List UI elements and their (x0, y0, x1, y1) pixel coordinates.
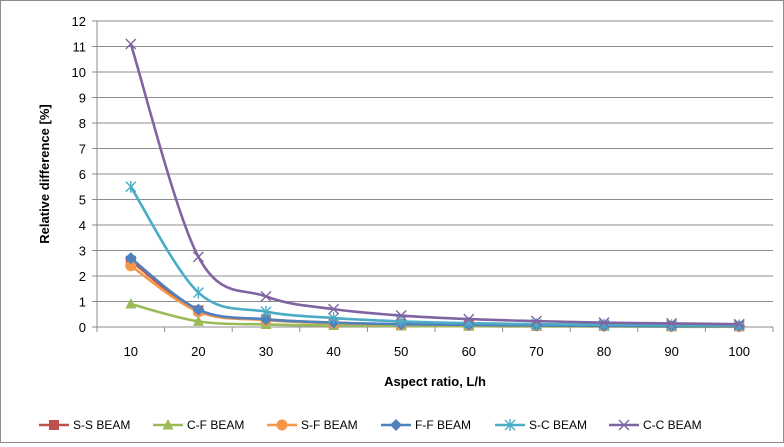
x-tick-label: 30 (259, 344, 273, 359)
series-lines (124, 38, 746, 333)
x-tick-label: 60 (462, 344, 476, 359)
data-point-c-c-beam (192, 251, 204, 263)
legend-marker-s-s-beam (49, 420, 59, 430)
legend-item-c-f-beam: C-F BEAM (153, 418, 244, 432)
y-tick-label: 3 (79, 244, 86, 259)
y-tick-label: 7 (79, 142, 86, 157)
data-point-s-c-beam (260, 305, 272, 318)
y-tick-label: 4 (79, 218, 86, 233)
series-s-s-beam (125, 255, 745, 332)
legend-label: F-F BEAM (415, 418, 471, 432)
data-point-c-c-beam (733, 318, 745, 330)
data-point-f-f-beam (124, 252, 137, 265)
y-tick-label: 9 (79, 91, 86, 106)
y-tick-label: 11 (73, 40, 87, 55)
data-point-s-c-beam (125, 180, 137, 193)
series-line-f-f-beam (130, 257, 740, 328)
y-tick-label: 6 (79, 167, 86, 182)
data-point-c-c-beam (125, 38, 137, 50)
series-c-c-beam (125, 38, 745, 330)
data-point-c-c-beam (260, 290, 272, 302)
data-point-c-c-beam (598, 317, 610, 329)
legend-item-c-c-beam: C-C BEAM (609, 418, 702, 432)
legend-label: S-C BEAM (529, 418, 587, 432)
y-tick-label: 8 (79, 116, 86, 131)
data-point-s-c-beam (328, 312, 340, 325)
data-point-f-f-beam (192, 303, 205, 316)
x-axis-label: Aspect ratio, L/h (384, 374, 486, 389)
data-point-s-f-beam (125, 260, 137, 272)
legend-label: C-C BEAM (643, 418, 702, 432)
data-point-c-c-beam (463, 313, 475, 325)
legend: S-S BEAM C-F BEAM S-F BEAM F-F BEAM S-C BEAM… (39, 418, 702, 432)
legend-marker-f-f-beam (390, 419, 402, 431)
y-tick-label: 2 (79, 269, 86, 284)
data-point-s-c-beam (666, 319, 678, 332)
x-tick-label: 50 (394, 344, 408, 359)
data-point-c-c-beam (395, 310, 407, 322)
y-tick-label: 0 (79, 320, 86, 335)
series-s-c-beam (125, 180, 745, 332)
data-point-s-c-beam (733, 319, 745, 332)
legend-label: S-F BEAM (301, 418, 358, 432)
legend-marker-s-f-beam (276, 419, 288, 431)
data-point-c-c-beam (530, 315, 542, 327)
y-tick-label: 5 (79, 193, 86, 208)
x-tick-labels: 10 20 30 40 50 60 70 80 90 100 (124, 344, 750, 359)
legend-item-s-s-beam: S-S BEAM (39, 418, 130, 432)
legend-label: C-F BEAM (187, 418, 244, 432)
y-axis-label: Relative difference [%] (37, 104, 52, 243)
legend-label: S-S BEAM (73, 418, 130, 432)
legend-item-f-f-beam: F-F BEAM (381, 418, 471, 432)
data-point-c-c-beam (666, 317, 678, 329)
x-tick-label: 90 (664, 344, 678, 359)
data-point-c-f-beam (125, 298, 137, 309)
legend-marker-c-f-beam (162, 419, 174, 430)
x-tick-label: 80 (597, 344, 611, 359)
x-tick-label: 20 (191, 344, 205, 359)
y-tick-label: 10 (72, 65, 86, 80)
y-tick-label: 1 (79, 295, 86, 310)
axes (96, 21, 774, 332)
gridlines (92, 20, 773, 328)
data-point-f-f-beam (260, 313, 272, 326)
legend-item-s-c-beam: S-C BEAM (495, 418, 587, 432)
y-tick-label: 12 (72, 14, 86, 29)
x-tick-label: 40 (326, 344, 340, 359)
data-point-c-f-beam (192, 315, 204, 326)
legend-marker-c-c-beam (618, 419, 630, 431)
x-tick-label: 10 (124, 344, 138, 359)
series-line-s-c-beam (129, 186, 740, 327)
data-point-c-c-beam (328, 303, 340, 315)
legend-item-s-f-beam: S-F BEAM (267, 418, 358, 432)
x-tick-label: 70 (529, 344, 543, 359)
x-tick-label: 100 (728, 344, 750, 359)
data-point-s-c-beam (192, 286, 204, 299)
legend-marker-s-c-beam (504, 419, 516, 431)
series-f-f-beam (124, 252, 746, 333)
series-line-c-c-beam (129, 43, 740, 326)
